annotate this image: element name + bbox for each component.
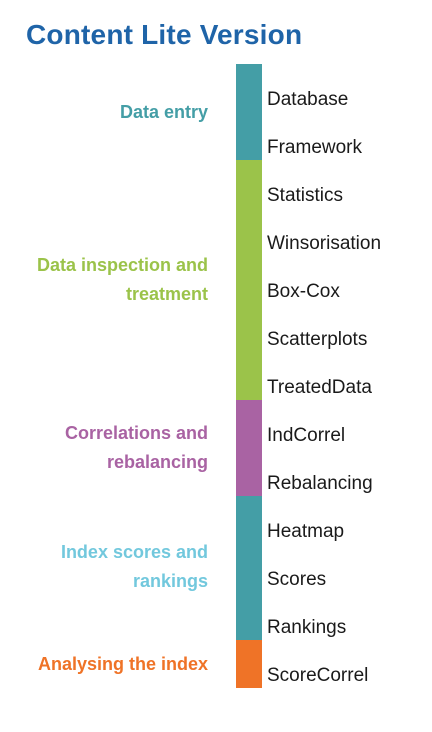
group-label-analysing: Analysing the index (37, 654, 208, 674)
item-treated-data: TreatedData (267, 377, 372, 398)
bar-data-entry (236, 64, 262, 160)
group-label-index-scores: Index scores and rankings (60, 542, 208, 591)
item-scatterplots: Scatterplots (267, 329, 368, 350)
item-statistics: Statistics (267, 185, 344, 206)
group-label-data-inspection: Data inspection and treatment (36, 255, 208, 304)
item-winsorisation: Winsorisation (267, 233, 382, 254)
bar-correlations (236, 400, 262, 496)
group-label-data-entry: Data entry (119, 102, 208, 122)
group-label-correlations: Correlations and rebalancing (64, 423, 208, 472)
item-rankings: Rankings (267, 617, 347, 638)
bar-index-scores (236, 496, 262, 640)
item-ind-correl: IndCorrel (267, 425, 346, 446)
item-scores: Scores (267, 569, 327, 590)
page-title: Content Lite Version (26, 19, 303, 50)
item-framework: Framework (267, 137, 363, 158)
item-heatmap: Heatmap (267, 521, 345, 542)
bar-analysing (236, 640, 262, 688)
item-box-cox: Box-Cox (267, 281, 340, 302)
item-rebalancing: Rebalancing (267, 473, 373, 494)
bar-data-inspection (236, 160, 262, 400)
item-database: Database (267, 89, 349, 110)
item-score-correl: ScoreCorrel (267, 665, 369, 686)
